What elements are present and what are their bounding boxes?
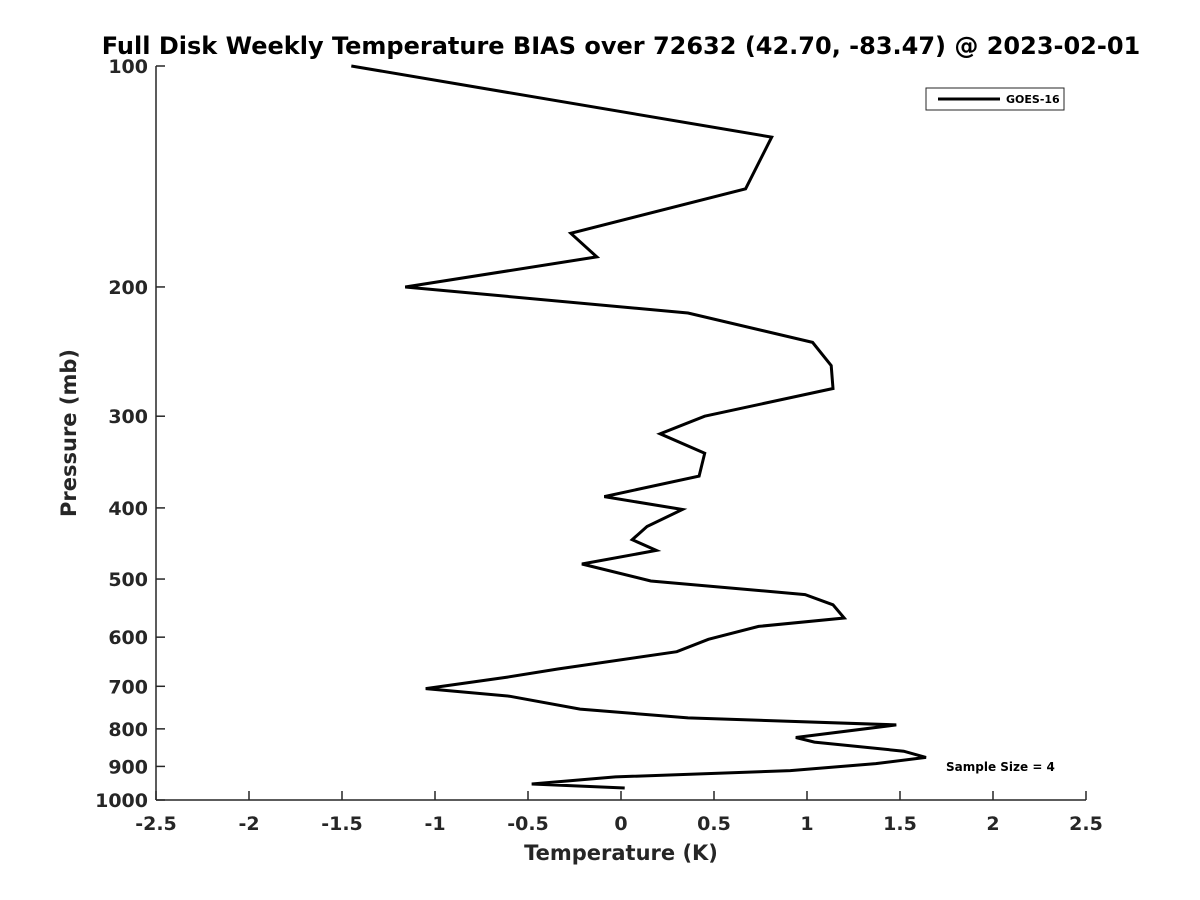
y-tick-label: 800: [108, 719, 148, 741]
y-tick-label: 100: [108, 56, 148, 78]
y-tick-label: 1000: [95, 790, 148, 812]
y-tick-label: 500: [108, 569, 148, 591]
x-tick-label: -2.5: [135, 813, 177, 835]
x-ticks: -2.5 -2 -1.5 -1 -0.5 0 0.5 1 1.5 2 2.5: [135, 791, 1103, 835]
axes: [155, 66, 1086, 801]
legend: GOES-16: [925, 87, 1065, 111]
x-tick-label: -2: [238, 813, 259, 835]
y-axis-label: Pressure (mb): [57, 349, 81, 517]
y-tick-label: 200: [108, 277, 148, 299]
y-tick-label: 400: [108, 498, 148, 520]
y-ticks: 100 200 300 400 500 600 700 800 900 1000: [95, 56, 165, 812]
x-axis-label: Temperature (K): [524, 841, 718, 865]
y-tick-label: 300: [108, 406, 148, 428]
y-tick-label: 600: [108, 627, 148, 649]
x-tick-label: 0: [614, 813, 627, 835]
sample-size-annotation: Sample Size = 4: [946, 760, 1055, 774]
y-tick-label: 700: [108, 676, 148, 698]
x-tick-label: -1.5: [321, 813, 363, 835]
series-line-goes16: [351, 64, 927, 790]
x-tick-label: -1: [424, 813, 445, 835]
x-tick-label: -0.5: [507, 813, 549, 835]
x-tick-label: 1: [800, 813, 813, 835]
chart-title: Full Disk Weekly Temperature BIAS over 7…: [102, 32, 1141, 60]
x-tick-label: 1.5: [883, 813, 917, 835]
y-tick-label: 900: [108, 756, 148, 778]
x-tick-label: 0.5: [697, 813, 731, 835]
x-tick-label: 2.5: [1069, 813, 1103, 835]
legend-entry-goes16: GOES-16: [1006, 93, 1060, 106]
x-tick-label: 2: [986, 813, 999, 835]
